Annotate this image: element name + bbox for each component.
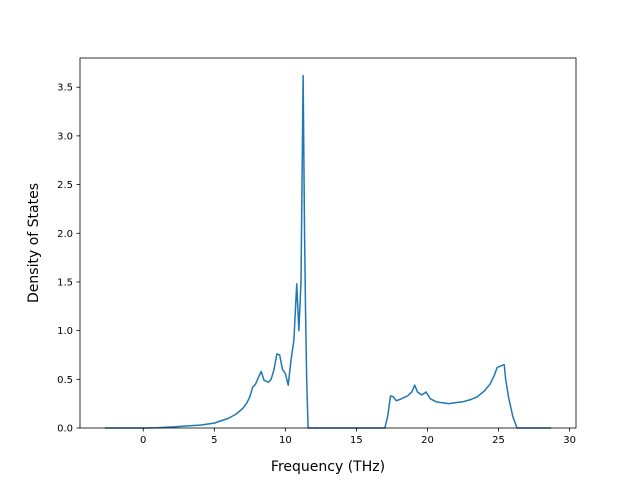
y-axis-label: Density of States <box>26 183 42 303</box>
x-tick-label: 25 <box>492 435 505 446</box>
y-tick-label: 1.0 <box>57 326 73 337</box>
y-tick-label: 3.0 <box>57 131 73 142</box>
y-tick-label: 3.5 <box>57 83 73 94</box>
x-tick-label: 15 <box>350 435 363 446</box>
y-tick-label: 2.5 <box>57 180 73 191</box>
axes-frame <box>79 57 577 429</box>
x-tick-label: 5 <box>211 435 217 446</box>
x-tick-label: 10 <box>279 435 292 446</box>
x-tick-label: 30 <box>563 435 576 446</box>
y-tick-label: 2.0 <box>57 229 73 240</box>
y-tick-label: 0.0 <box>57 424 73 435</box>
x-axis-label: Frequency (THz) <box>271 459 385 475</box>
x-axis-ticks: 0 5 10 15 20 25 30 <box>140 428 576 446</box>
axes-spines <box>79 57 577 429</box>
y-tick-label: 0.5 <box>57 375 73 386</box>
y-axis-ticks: 0.0 0.5 1.0 1.5 2.0 2.5 3.0 3.5 <box>57 83 80 435</box>
y-tick-label: 1.5 <box>57 277 73 288</box>
plot-area <box>80 58 576 428</box>
x-tick-label: 20 <box>421 435 434 446</box>
x-tick-label: 0 <box>140 435 146 446</box>
